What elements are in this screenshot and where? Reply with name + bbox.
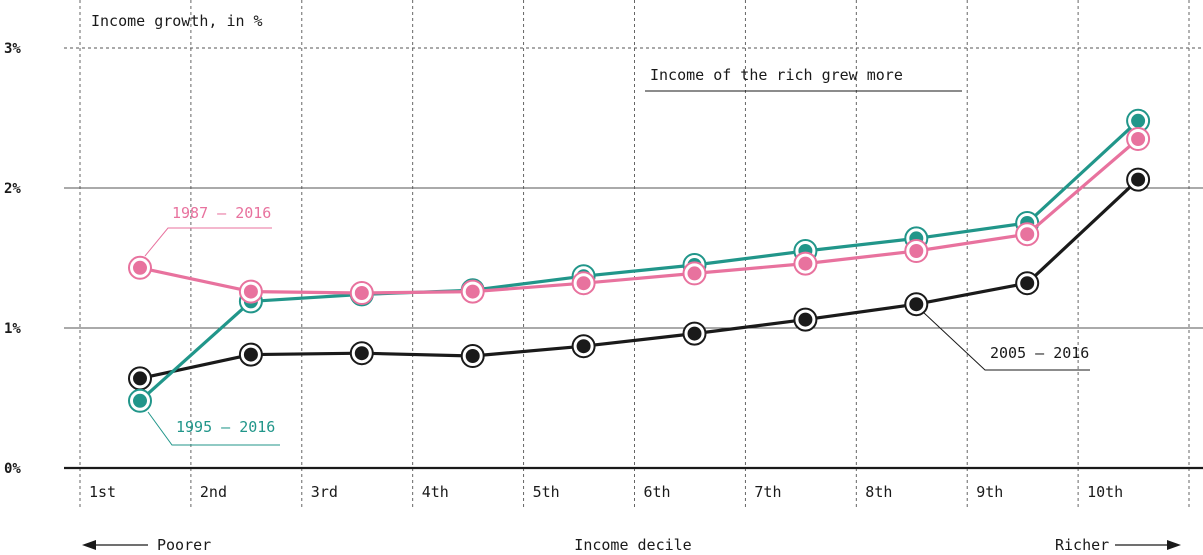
series-point <box>682 261 707 286</box>
series-label-1995-2016: 1995 – 2016 <box>176 418 275 436</box>
series-layer <box>128 108 1151 413</box>
poorer-label: Poorer <box>157 536 211 554</box>
series-point <box>904 292 929 317</box>
series-point <box>460 344 485 368</box>
x-tick-label: 9th <box>976 483 1003 501</box>
series-point <box>238 279 263 304</box>
x-tick-label: 5th <box>533 483 560 501</box>
vertical-gridlines <box>79 0 1190 508</box>
richer-arrow-icon <box>1167 540 1181 550</box>
annotation-text: Income of the rich grew more <box>650 66 903 84</box>
y-tick-label: 0% <box>4 461 21 477</box>
series-leader-2005-2016 <box>922 311 1090 371</box>
series-point <box>1126 127 1151 151</box>
series-point <box>793 307 818 332</box>
series-leader-1987-2016 <box>144 227 272 257</box>
y-tick-label: 3% <box>4 41 21 57</box>
series-point <box>571 334 596 359</box>
series-point <box>460 279 485 304</box>
poorer-arrow-icon <box>82 540 96 550</box>
series-point <box>128 388 152 413</box>
y-tick-labels: 0% 1% 2% 3% <box>4 41 21 477</box>
series-line <box>139 178 1140 380</box>
series-point <box>128 255 152 280</box>
series-line <box>139 137 1140 295</box>
x-tick-label: 7th <box>754 483 781 501</box>
x-tick-label: 2nd <box>200 483 227 501</box>
x-tick-label: 10th <box>1087 483 1123 501</box>
x-axis-label: Income decile <box>574 536 691 554</box>
richer-label: Richer <box>1055 536 1109 554</box>
series-point <box>793 251 818 276</box>
series-label-2005-2016: 2005 – 2016 <box>990 344 1089 362</box>
x-tick-labels: 1st 2nd 3rd 4th 5th 6th 7th 8th 9th 10th <box>89 483 1123 501</box>
series-point <box>1015 222 1040 247</box>
series-point <box>1126 167 1151 192</box>
series-label-1987-2016: 1987 – 2016 <box>172 204 271 222</box>
horizontal-gridlines <box>64 47 1203 470</box>
y-tick-label: 2% <box>4 181 21 197</box>
chart-title: Income growth, in % <box>91 12 263 30</box>
series-point <box>128 366 152 391</box>
y-tick-label: 1% <box>4 321 21 337</box>
series-point <box>904 239 929 263</box>
series-point <box>349 341 374 366</box>
series-line <box>138 119 1140 402</box>
series-leader-1995-2016 <box>147 411 280 446</box>
x-tick-label: 6th <box>644 483 671 501</box>
x-tick-label: 1st <box>89 483 116 501</box>
series-point <box>682 321 707 346</box>
x-tick-label: 4th <box>422 483 449 501</box>
series-point <box>1126 108 1151 133</box>
series-point <box>571 271 596 296</box>
series-point <box>349 281 374 305</box>
x-tick-label: 3rd <box>311 483 338 501</box>
x-tick-label: 8th <box>865 483 892 501</box>
series-point <box>1015 271 1040 296</box>
series-point <box>238 342 263 367</box>
